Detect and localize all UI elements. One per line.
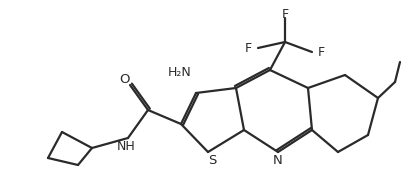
Text: F: F (281, 7, 288, 21)
Text: F: F (244, 42, 252, 54)
Text: F: F (317, 45, 324, 59)
Text: O: O (119, 73, 130, 85)
Text: S: S (207, 154, 216, 166)
Text: NH: NH (116, 140, 135, 153)
Text: H₂N: H₂N (168, 65, 191, 79)
Text: N: N (272, 154, 282, 168)
